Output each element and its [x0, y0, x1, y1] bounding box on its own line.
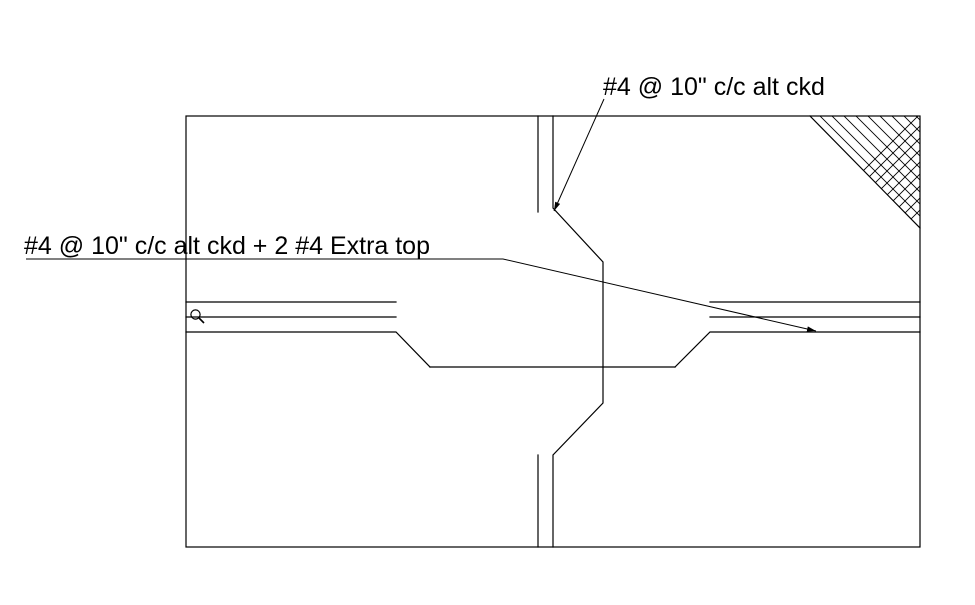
- horizontal-bar-band-right: [674, 301, 921, 368]
- magnifier-icon: [190, 309, 205, 324]
- left-callout-leader: [26, 258, 817, 332]
- left-callout-label: #4 @ 10" c/c alt ckd + 2 #4 Extra top: [24, 232, 430, 260]
- vertical-bar-band: [537, 115, 604, 548]
- hatch-boundary: [809, 115, 921, 229]
- top-callout-label: #4 @ 10" c/c alt ckd: [603, 73, 825, 101]
- hatched-corner: [810, 116, 920, 228]
- top-callout-leader: [553, 98, 605, 212]
- horizontal-bar-band-left: [185, 301, 431, 368]
